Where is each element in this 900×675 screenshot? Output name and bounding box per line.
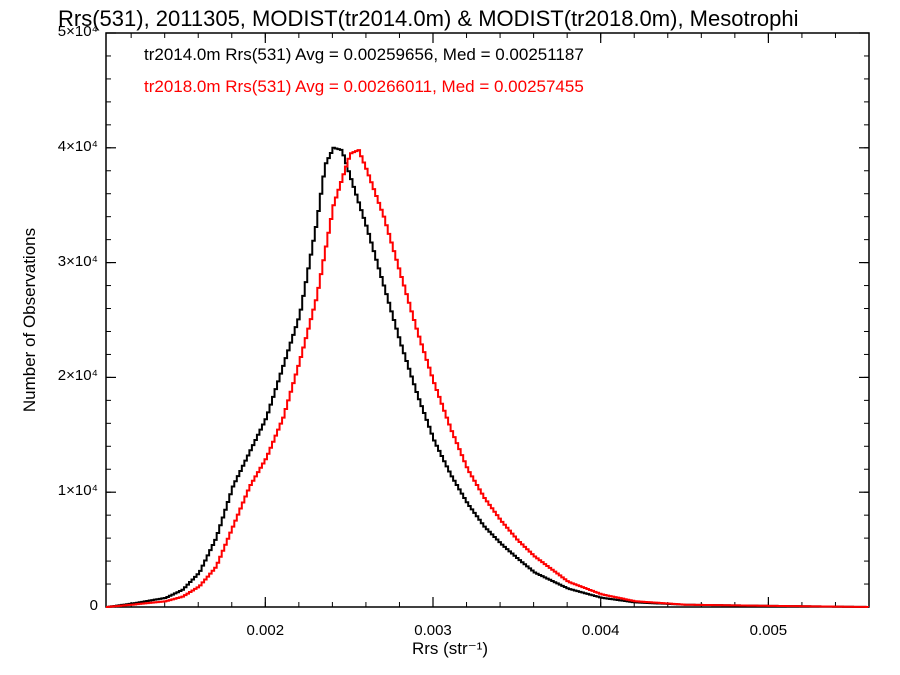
x-tick-label: 0.005 <box>749 622 788 639</box>
y-tick-label: 1×10⁴ <box>57 482 98 500</box>
annotation-tr2014: tr2014.0m Rrs(531) Avg = 0.00259656, Med… <box>144 45 584 64</box>
series-lines <box>106 146 870 608</box>
x-tick-label: 0.004 <box>581 622 620 639</box>
y-tick-label: 3×10⁴ <box>57 252 98 270</box>
y-axis-label: Number of Observations <box>20 227 39 413</box>
series-line-1 <box>106 149 870 608</box>
chart-title: Rrs(531), 2011305, MODIST(tr2014.0m) & M… <box>58 6 799 31</box>
y-tick-label: 4×10⁴ <box>57 137 98 155</box>
y-tick-label: 2×10⁴ <box>57 367 98 385</box>
x-tick-label: 0.003 <box>414 622 452 639</box>
axis-ticks <box>106 32 870 608</box>
y-tick-label: 0 <box>89 597 98 614</box>
plot-frame <box>105 32 870 608</box>
annotation-tr2018: tr2018.0m Rrs(531) Avg = 0.00266011, Med… <box>144 77 584 96</box>
x-axis-label: Rrs (str⁻¹) <box>411 639 488 658</box>
x-tick-label: 0.002 <box>246 622 285 639</box>
series-line-0 <box>106 146 870 608</box>
y-tick-label: 5×10⁴ <box>57 23 98 40</box>
